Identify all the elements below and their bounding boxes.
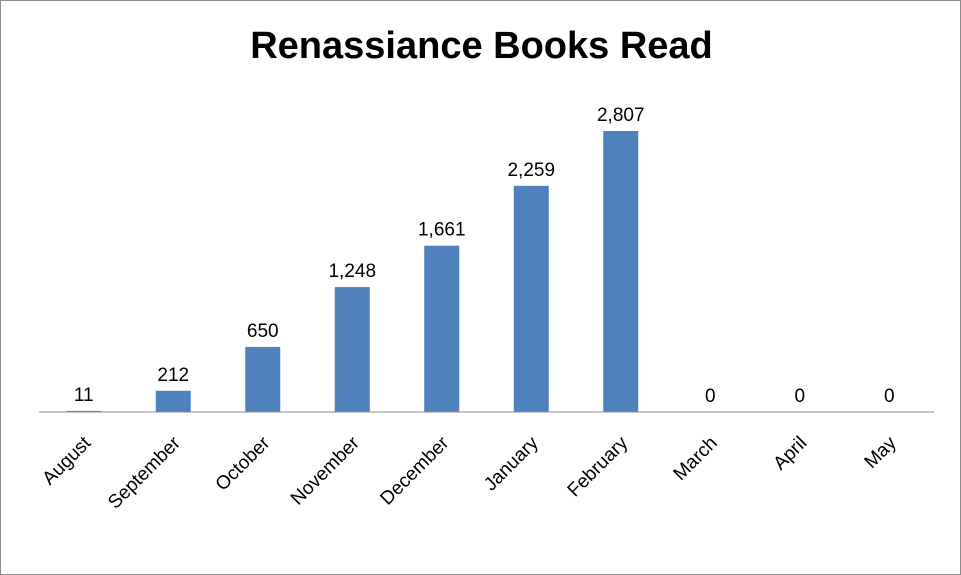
bar-november <box>334 287 370 412</box>
x-tick-label-april: April <box>770 433 812 475</box>
data-label-october: 650 <box>247 321 279 342</box>
bars-group <box>66 131 639 412</box>
data-label-february: 2,807 <box>597 105 645 126</box>
data-label-may: 0 <box>884 386 895 407</box>
x-tick-label-march: March <box>670 433 722 485</box>
x-tick-label-november: November <box>287 432 364 509</box>
data-label-march: 0 <box>705 386 716 407</box>
bar-october <box>245 346 281 412</box>
data-label-august: 11 <box>74 385 94 406</box>
data-label-september: 212 <box>157 365 189 386</box>
bar-december <box>424 245 460 412</box>
bar-september <box>155 390 191 412</box>
x-tick-label-january: January <box>480 432 543 495</box>
x-tick-label-september: September <box>104 432 185 513</box>
bar-august <box>66 410 102 412</box>
data-label-december: 1,661 <box>418 220 466 241</box>
x-tick-label-august: August <box>39 432 96 489</box>
bar-january <box>513 185 549 412</box>
x-tick-label-december: December <box>376 432 453 509</box>
data-label-april: 0 <box>794 386 805 407</box>
x-tick-label-february: February <box>564 432 633 501</box>
chart-title: Renassiance Books Read <box>250 25 713 67</box>
x-tick-label-october: October <box>212 432 275 495</box>
data-label-november: 1,248 <box>328 261 376 282</box>
data-labels-group: 11 212 650 1,248 1,661 2,259 2,807 0 0 0 <box>74 105 895 407</box>
x-tick-labels-group: August September October November December Ja… <box>39 432 902 513</box>
bar-february <box>603 131 639 412</box>
data-label-january: 2,259 <box>507 160 555 181</box>
x-tick-label-may: May <box>861 432 902 473</box>
